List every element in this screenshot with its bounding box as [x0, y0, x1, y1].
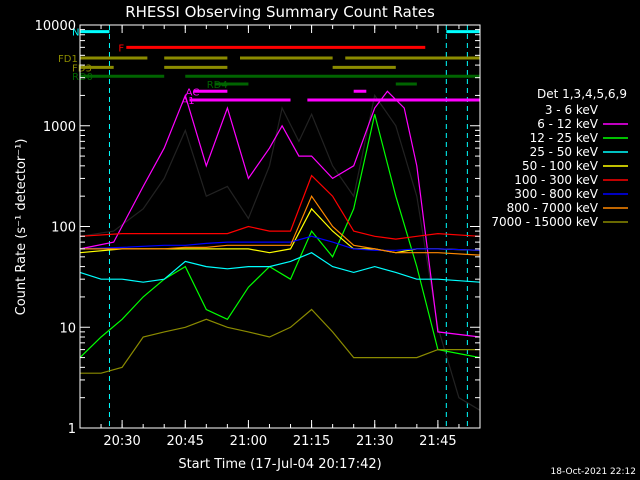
- x-tick-label-1: 20:45: [167, 434, 204, 449]
- x-axis-label: Start Time (17-Jul-04 20:17:42): [178, 457, 381, 472]
- flag-label-0: N: [72, 28, 79, 39]
- timestamp: 18-Oct-2021 22:12: [551, 467, 636, 477]
- y-tick-label-1: 10: [59, 321, 76, 336]
- legend-label-0: 3 - 6 keV: [545, 103, 599, 117]
- y-tick-label-3: 1000: [43, 120, 76, 135]
- legend-label-8: 7000 - 15000 keV: [491, 215, 598, 229]
- series-line-5: [79, 174, 481, 240]
- series-line-0: [79, 93, 481, 411]
- legend-label-6: 300 - 800 keV: [514, 187, 598, 201]
- legend-title: Det 1,3,4,5,6,9: [537, 87, 627, 101]
- x-tick-label-3: 21:15: [293, 434, 330, 449]
- x-tick-label-0: 20:30: [103, 434, 140, 449]
- legend-label-4: 50 - 100 keV: [522, 159, 599, 173]
- y-tick-label-4: 10000: [35, 19, 76, 34]
- series-line-4: [79, 207, 481, 254]
- y-tick-label-2: 100: [51, 221, 76, 236]
- x-tick-label-2: 21:00: [230, 434, 267, 449]
- legend-label-1: 6 - 12 keV: [537, 117, 599, 131]
- legend-label-7: 800 - 7000 keV: [507, 201, 599, 215]
- chart-title: RHESSI Observing Summary Count Rates: [125, 3, 435, 21]
- flag-label-1: F: [118, 43, 124, 54]
- series-line-8: [80, 308, 480, 374]
- y-tick-label-0: 1: [68, 422, 76, 437]
- legend-label-3: 25 - 50 keV: [530, 145, 599, 159]
- flag-label-3: FD3: [72, 63, 92, 74]
- flag-label-5: RD4: [207, 80, 228, 91]
- y-axis-label: Count Rate (s⁻¹ detector⁻¹): [14, 139, 29, 316]
- series-line-1: [79, 90, 481, 338]
- x-tick-label-4: 21:30: [356, 434, 393, 449]
- flag-label-7: A1: [181, 96, 194, 107]
- legend-label-5: 100 - 300 keV: [514, 173, 598, 187]
- flag-label-6: AC: [186, 87, 200, 98]
- flag-label-2: FD1: [58, 54, 78, 65]
- axes: 20:30 20:45 21:00 21:15 21:30 21:45 1 10 100 1000…: [35, 19, 481, 449]
- series-line-7: [80, 194, 481, 256]
- plot-area: [79, 25, 481, 428]
- series-line-6: [79, 235, 481, 251]
- x-tick-label-5: 21:45: [419, 434, 456, 449]
- legend-label-2: 12 - 25 keV: [530, 131, 599, 145]
- series-line-3: [79, 252, 481, 283]
